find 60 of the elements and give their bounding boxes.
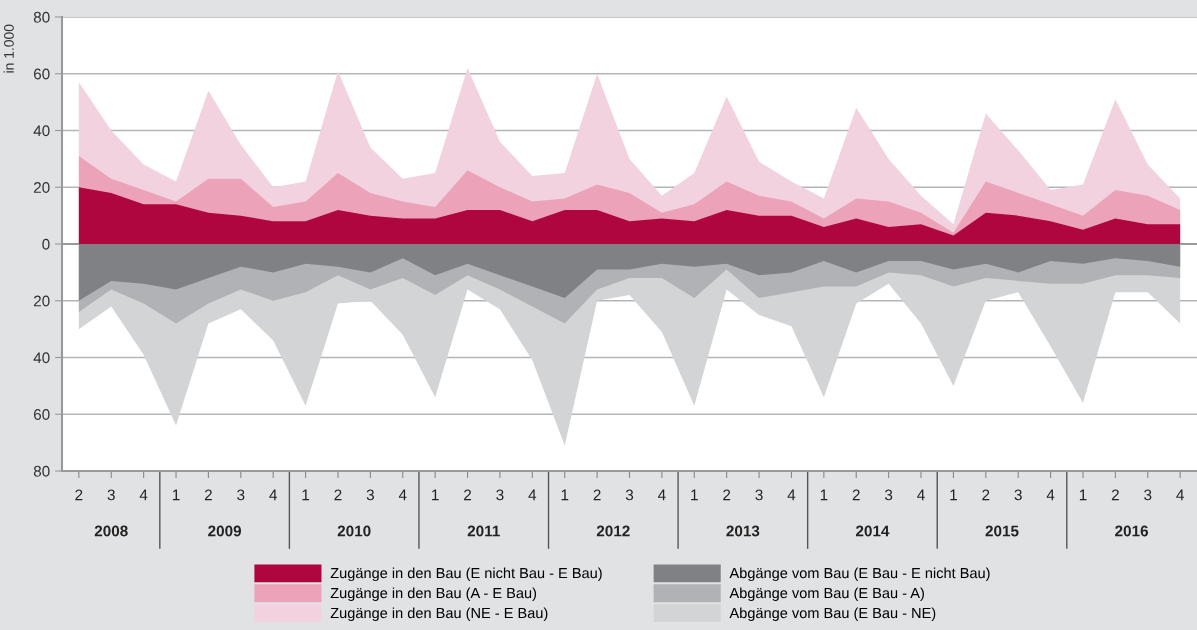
x-tick-label: 2 [593, 489, 601, 501]
x-tick-label: 1 [820, 489, 828, 501]
x-tick-label: 1 [432, 489, 439, 501]
y-axis-title: in 1.000 [3, 24, 14, 73]
x-tick-label: 4 [528, 489, 537, 501]
x-tick-label: 4 [139, 489, 148, 501]
text: 2014 [855, 525, 890, 537]
y-tick-label: 60 [33, 68, 50, 80]
x-tick-label: 4 [1046, 489, 1055, 501]
legend-label: Zugänge in den Bau (A - E Bau) [330, 587, 537, 602]
x-tick-label: 3 [366, 489, 374, 501]
x-tick-label: 2 [334, 489, 342, 501]
x-tick-label: 1 [172, 489, 180, 501]
legend-label: Abgänge vom Bau (E Bau - E nicht Bau) [729, 567, 990, 582]
x-tick-label: 1 [1079, 489, 1087, 501]
legend-label: Zugänge in den Bau (E nicht Bau - E Bau) [330, 567, 602, 582]
y-tick-label: 80 [33, 465, 50, 477]
x-tick-label: 3 [496, 489, 504, 501]
text: 2008 [94, 525, 128, 537]
x-tick-label: 2 [204, 489, 212, 501]
x-tick-label: 3 [107, 489, 115, 501]
legend-label: Abgänge vom Bau (E Bau - A) [729, 587, 924, 602]
x-tick-label: 1 [561, 489, 569, 501]
x-tick-label: 2 [852, 489, 860, 501]
x-tick-label: 3 [1014, 489, 1022, 501]
x-tick-label: 1 [691, 489, 698, 501]
y-tick-label: 60 [33, 409, 50, 420]
y-tick-label: 0 [42, 238, 50, 250]
x-tick-label: 1 [950, 489, 957, 501]
x-tick-label: 2 [75, 489, 83, 501]
y-tick-label: 20 [33, 295, 50, 307]
y-tick-label: 40 [33, 125, 50, 137]
legend-label: Zugänge in den Bau (NE - E Bau) [330, 607, 548, 622]
y-tick-label: 40 [33, 352, 50, 364]
x-tick-label: 4 [398, 489, 407, 501]
x-tick-label: 3 [237, 489, 245, 501]
x-tick-label: 4 [787, 489, 796, 501]
x-tick-label: 4 [1176, 489, 1184, 501]
x-tick-label: 4 [269, 489, 277, 501]
x-tick-label: 4 [917, 489, 925, 501]
x-tick-label: 3 [625, 489, 634, 501]
x-tick-label: 1 [302, 489, 310, 501]
legend-label: Abgänge vom Bau (E Bau - NE) [729, 607, 936, 622]
x-tick-label: 3 [884, 489, 893, 501]
y-tick-label: 20 [33, 182, 50, 193]
text: 2013 [726, 525, 760, 537]
x-tick-label: 2 [723, 489, 731, 501]
x-tick-label: 3 [755, 489, 763, 501]
x-tick-label: 2 [464, 489, 472, 501]
text: 2016 [1115, 525, 1149, 537]
x-tick-label: 3 [1144, 489, 1152, 501]
x-tick-label: 2 [1111, 489, 1119, 501]
x-tick-label: 4 [657, 489, 666, 501]
text: 2015 [985, 525, 1019, 537]
text: 2010 [337, 525, 371, 537]
text: 2011 [467, 525, 500, 537]
x-tick-label: 2 [982, 489, 990, 501]
text: 2009 [208, 525, 242, 537]
y-tick-label: 80 [33, 11, 50, 23]
text: 2012 [596, 525, 630, 537]
